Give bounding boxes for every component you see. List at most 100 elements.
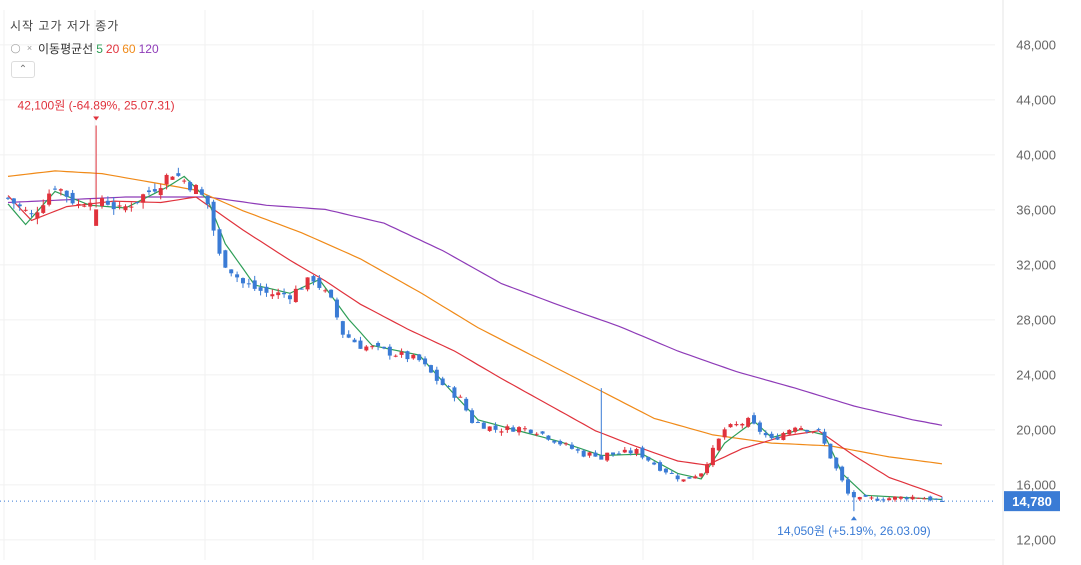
candle-body bbox=[552, 440, 557, 443]
candle-body bbox=[940, 500, 944, 502]
candle-body bbox=[799, 428, 804, 430]
candle-body bbox=[769, 433, 774, 439]
candle-body bbox=[199, 189, 204, 195]
candle-body bbox=[810, 431, 815, 433]
candle-body bbox=[88, 202, 93, 207]
y-tick-label: 48,000 bbox=[1016, 37, 1056, 52]
candle-body bbox=[364, 346, 369, 351]
candle-body bbox=[23, 209, 28, 211]
candle-body bbox=[505, 426, 510, 430]
candle-body bbox=[146, 190, 151, 193]
candle-body bbox=[346, 334, 351, 338]
y-tick-label: 32,000 bbox=[1016, 257, 1056, 272]
candle-body bbox=[687, 477, 692, 479]
candle-body bbox=[517, 427, 522, 433]
candle-body bbox=[622, 449, 627, 453]
candle-body bbox=[481, 422, 486, 429]
candle-body bbox=[746, 417, 751, 427]
candle-body bbox=[487, 426, 492, 431]
candle-body bbox=[846, 479, 851, 494]
candle-body bbox=[910, 496, 915, 500]
candle-body bbox=[722, 429, 727, 438]
low-marker bbox=[850, 516, 857, 521]
candle-body bbox=[76, 203, 81, 205]
ma-title: 이동평균선 bbox=[38, 42, 94, 56]
candle-body bbox=[264, 286, 269, 293]
candle-body bbox=[41, 205, 46, 213]
candle-body bbox=[793, 427, 798, 432]
ma120-line bbox=[7, 196, 943, 426]
candle-body bbox=[605, 452, 610, 461]
candle-body bbox=[922, 498, 927, 500]
candle-body bbox=[287, 295, 292, 300]
candle-body bbox=[904, 497, 909, 500]
chart-grid bbox=[0, 0, 1004, 565]
candle-body bbox=[464, 398, 469, 411]
moving-average-legend: ◯ × 이동평균선 5 20 60 120 bbox=[10, 40, 158, 57]
candle-body bbox=[64, 190, 69, 197]
candle-body bbox=[170, 176, 175, 180]
candle-body bbox=[405, 351, 410, 360]
candle-body bbox=[493, 425, 498, 430]
y-tick-label: 28,000 bbox=[1016, 312, 1056, 327]
candle-body bbox=[299, 288, 304, 290]
candle-body bbox=[6, 197, 10, 199]
candle-body bbox=[141, 194, 146, 203]
candle-body bbox=[311, 276, 316, 282]
ma60-line bbox=[7, 170, 943, 465]
candle-body bbox=[211, 201, 216, 231]
candle-body bbox=[370, 346, 375, 348]
legend: 시작 고가 저가 종가 bbox=[10, 17, 119, 34]
chevron-up-icon: ⌃ bbox=[18, 64, 28, 75]
candle-body bbox=[663, 468, 668, 473]
candle-body bbox=[158, 188, 163, 196]
candle-body bbox=[293, 288, 298, 303]
y-tick-label: 44,000 bbox=[1016, 92, 1056, 107]
candle-body bbox=[546, 435, 551, 440]
collapse-legend-button[interactable]: ⌃ bbox=[11, 61, 35, 78]
candle-body bbox=[863, 495, 868, 497]
close-icon[interactable]: × bbox=[26, 43, 33, 53]
candle-body bbox=[152, 189, 157, 192]
candle-body bbox=[305, 277, 310, 290]
y-tick-label: 36,000 bbox=[1016, 202, 1056, 217]
candle-body bbox=[129, 206, 134, 208]
candle-body bbox=[329, 289, 334, 298]
y-tick-label: 20,000 bbox=[1016, 422, 1056, 437]
candle-body bbox=[117, 205, 122, 207]
candle-body bbox=[205, 195, 210, 205]
candle-body bbox=[428, 365, 433, 373]
candle-body bbox=[11, 198, 16, 204]
candle-body bbox=[276, 292, 281, 296]
candle-body bbox=[616, 453, 621, 455]
y-tick-label: 40,000 bbox=[1016, 147, 1056, 162]
candle-body bbox=[446, 386, 451, 388]
candle-body bbox=[669, 472, 674, 474]
candle-body bbox=[857, 497, 862, 500]
y-tick-label: 12,000 bbox=[1016, 532, 1056, 547]
candle-body bbox=[534, 433, 539, 435]
candle-body bbox=[393, 355, 398, 357]
candle-body bbox=[223, 250, 228, 268]
candle-body bbox=[652, 462, 657, 465]
candle-body bbox=[593, 452, 598, 457]
candle-body bbox=[475, 422, 480, 424]
candle-body bbox=[693, 476, 698, 479]
candle-body bbox=[699, 473, 704, 477]
eye-slash-icon[interactable]: ◯ bbox=[10, 43, 21, 53]
candle-body bbox=[258, 287, 263, 291]
candle-body bbox=[70, 192, 75, 204]
candle-body bbox=[29, 213, 34, 215]
candle-body bbox=[528, 429, 533, 434]
candle-body bbox=[188, 182, 193, 191]
candle-body bbox=[387, 346, 392, 356]
candle-body bbox=[540, 431, 545, 434]
candle-body bbox=[317, 278, 322, 288]
candle-body bbox=[164, 174, 169, 185]
candle-body bbox=[599, 455, 604, 460]
candle-body bbox=[840, 466, 845, 481]
candle-body bbox=[352, 339, 357, 343]
candle-body bbox=[334, 299, 339, 318]
candle-body bbox=[869, 497, 874, 499]
